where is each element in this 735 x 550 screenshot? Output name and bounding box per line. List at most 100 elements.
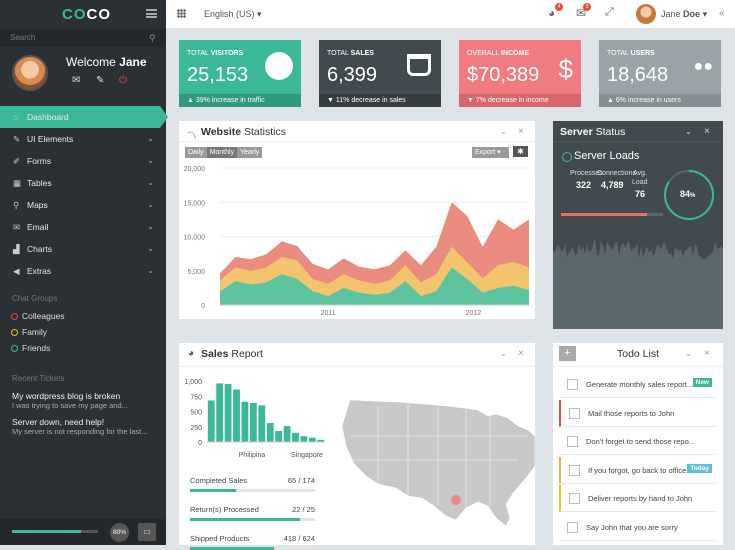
todo-checkbox[interactable] — [569, 493, 580, 504]
todo-item[interactable]: Deliver reports by hand to John — [559, 485, 716, 512]
storage-progress — [12, 530, 98, 533]
logo[interactable]: COCO — [0, 0, 166, 29]
mail-icon[interactable]: ✉ — [72, 75, 81, 86]
user-avatar[interactable] — [636, 4, 656, 24]
sidebar-item-tables[interactable]: ▦ Tables ⌄ — [0, 172, 166, 194]
sidebar-item-dashboard[interactable]: ⌂ Dashboard — [0, 106, 168, 128]
chevron-down-icon: ⌄ — [147, 156, 154, 165]
panel-title: Website Statistics — [201, 126, 287, 138]
collapse-server-icon[interactable]: ⌄ — [685, 127, 692, 136]
connections-label: Connections — [597, 170, 636, 177]
export-dropdown[interactable]: Export ▾ — [472, 146, 509, 158]
chevron-down-icon: ⌄ — [147, 178, 154, 187]
progress-value: 80% — [110, 523, 129, 542]
todo-title: Todo List — [617, 348, 660, 360]
us-map[interactable] — [338, 396, 535, 545]
stat-label-a: Total — [187, 50, 209, 57]
y-tick-label: 20,000 — [184, 166, 206, 173]
sales-bar[interactable] — [292, 432, 299, 442]
sales-bar[interactable] — [216, 383, 224, 442]
sidebar-item-label: Tables — [27, 178, 52, 188]
globe-icon[interactable]: ◕ — [548, 6, 556, 20]
gauge-value: 84% — [680, 189, 696, 199]
todo-item[interactable]: If you forgot, go back to office... Today — [559, 456, 716, 484]
sales-metric-bar — [190, 489, 315, 492]
inbox-icon[interactable]: ▭ — [138, 523, 156, 541]
y-tick-label: 500 — [190, 410, 202, 417]
todo-item[interactable]: Don't forget to send those repo... — [559, 428, 716, 455]
todo-checkbox[interactable] — [569, 464, 580, 476]
stat-value: 18,648 — [607, 64, 669, 86]
menu-toggle-icon[interactable] — [146, 9, 157, 18]
search-icon[interactable]: ⚲ — [149, 33, 156, 43]
todo-item[interactable]: Say John that you are sorry — [559, 513, 716, 541]
chat-groups: Colleagues Family Friends — [0, 308, 166, 356]
sales-bar[interactable] — [308, 437, 316, 442]
sales-bar[interactable] — [258, 405, 266, 442]
collapse-panel-icon[interactable]: ⌄ — [500, 349, 507, 358]
todo-checkbox[interactable] — [567, 521, 578, 533]
power-icon[interactable]: ⏻ — [119, 75, 127, 86]
sales-bar[interactable] — [207, 400, 215, 442]
chevron-down-icon: ⌄ — [147, 200, 154, 209]
fullscreen-icon[interactable]: ⤢ — [605, 6, 614, 18]
range-monthly-button[interactable]: Monthly — [206, 147, 238, 158]
sales-bar[interactable] — [275, 431, 283, 442]
ticket-item[interactable]: My wordpress blog is broken I was trying… — [12, 391, 162, 410]
sidebar-nav: ⌂ Dashboard ✎ UI Elements ⌄ ✐ Forms ⌄ ▦ Tables ⌄ ⚲ M… — [0, 106, 168, 282]
close-todo-icon[interactable]: × — [704, 348, 710, 359]
envelope-icon[interactable]: ✉ — [576, 6, 587, 20]
user-menu[interactable]: Jane Doe ▾ — [661, 9, 708, 19]
add-todo-button[interactable]: + — [559, 346, 576, 361]
x-tick-label: 2011 — [321, 310, 336, 317]
pencil-icon: ✎ — [13, 134, 21, 144]
sidebar-item-extras[interactable]: ◀ Extras ⌄ — [0, 260, 166, 282]
close-server-icon[interactable]: × — [704, 126, 710, 137]
close-panel-icon[interactable]: × — [518, 126, 524, 137]
stat-footer: ▲ 6% increase in users — [599, 94, 721, 107]
sidebar-item-email[interactable]: ✉ Email ⌄ — [0, 216, 166, 238]
close-panel-icon[interactable]: × — [518, 348, 524, 359]
sales-bar[interactable] — [224, 384, 232, 442]
range-yearly-button[interactable]: Yearly — [237, 147, 263, 158]
stat-footer: ▲ 39% increase in traffic — [179, 94, 301, 107]
collapse-icon[interactable]: « — [719, 8, 725, 19]
stat-value: $70,389 — [467, 64, 540, 86]
todo-item[interactable]: Mail those reports to John — [559, 399, 716, 427]
apps-grid-icon[interactable] — [177, 9, 186, 18]
stat-footer-text: 6% increase in users — [615, 97, 681, 104]
collapse-todo-icon[interactable]: ⌄ — [685, 349, 692, 358]
todo-checkbox[interactable] — [569, 407, 580, 419]
trend-arrow-icon: ▲ — [187, 97, 194, 104]
stat-label-b: Income — [501, 50, 529, 57]
sidebar-item-charts[interactable]: ▟ Charts ⌄ — [0, 238, 166, 260]
avatar[interactable] — [12, 55, 48, 91]
sidebar-item-maps[interactable]: ⚲ Maps ⌄ — [0, 194, 166, 216]
sales-bar[interactable] — [300, 436, 308, 442]
stat-label-b: Visitors — [210, 50, 244, 57]
sales-bar[interactable] — [317, 439, 325, 442]
language-select[interactable]: English (US) ▾ — [204, 9, 262, 19]
trend-arrow-icon: ▼ — [327, 97, 334, 104]
chat-group-item[interactable]: Friends — [0, 340, 166, 356]
sales-bar[interactable] — [241, 401, 249, 442]
todo-checkbox[interactable] — [567, 436, 578, 447]
chat-icon[interactable]: ✎ — [96, 75, 105, 86]
chat-group-item[interactable]: Colleagues — [0, 308, 166, 324]
ticket-item[interactable]: Server down, need help! My server is not… — [12, 417, 162, 436]
collapse-panel-icon[interactable]: ⌄ — [500, 127, 507, 136]
settings-gear-icon[interactable]: ✱ — [513, 146, 528, 157]
todo-checkbox[interactable] — [567, 379, 578, 390]
sales-bar[interactable] — [249, 402, 257, 442]
sales-bar[interactable] — [233, 389, 240, 442]
sidebar-item-forms[interactable]: ✐ Forms ⌄ — [0, 150, 166, 172]
search-input[interactable]: Search ⚲ — [0, 29, 166, 47]
sales-bar[interactable] — [266, 423, 274, 442]
sales-bar[interactable] — [283, 426, 291, 442]
todo-item[interactable]: Generate monthly sales report... New — [559, 371, 716, 398]
chat-group-item[interactable]: Family — [0, 324, 166, 340]
range-daily-button[interactable]: Daily — [185, 147, 207, 158]
stat-label-b: Sales — [350, 50, 374, 57]
x-tick-label: 2012 — [466, 310, 482, 317]
sidebar-item-ui-elements[interactable]: ✎ UI Elements ⌄ — [0, 128, 166, 150]
